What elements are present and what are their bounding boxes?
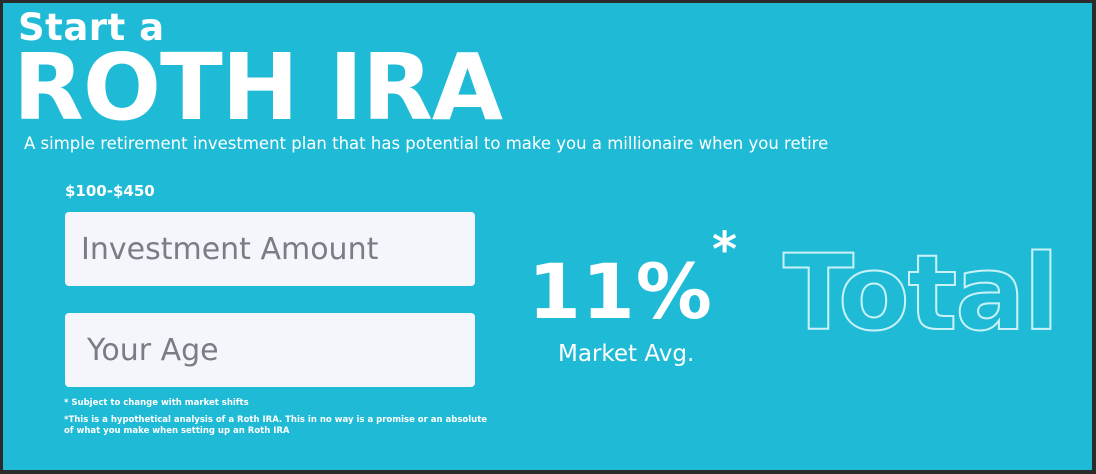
investment-amount-input[interactable] — [65, 212, 475, 286]
market-rate-value: 11% — [528, 247, 713, 336]
page-subtitle: A simple retirement investment plan that… — [24, 134, 829, 153]
total-label: Total — [783, 232, 1057, 341]
market-rate-caption: Market Avg. — [558, 341, 695, 367]
age-input[interactable] — [65, 313, 475, 387]
market-shift-note: * Subject to change with market shifts — [64, 398, 249, 408]
disclaimer-note: *This is a hypothetical analysis of a Ro… — [64, 415, 488, 436]
roth-ira-calculator-panel: Start a ROTH IRA A simple retirement inv… — [3, 3, 1092, 470]
investment-range-label: $100-$450 — [65, 182, 155, 200]
market-rate-asterisk: * — [712, 222, 738, 278]
total-output: Total — [782, 231, 1060, 341]
title-prefix: Start a — [18, 6, 165, 49]
page-title: ROTH IRA — [13, 34, 503, 141]
